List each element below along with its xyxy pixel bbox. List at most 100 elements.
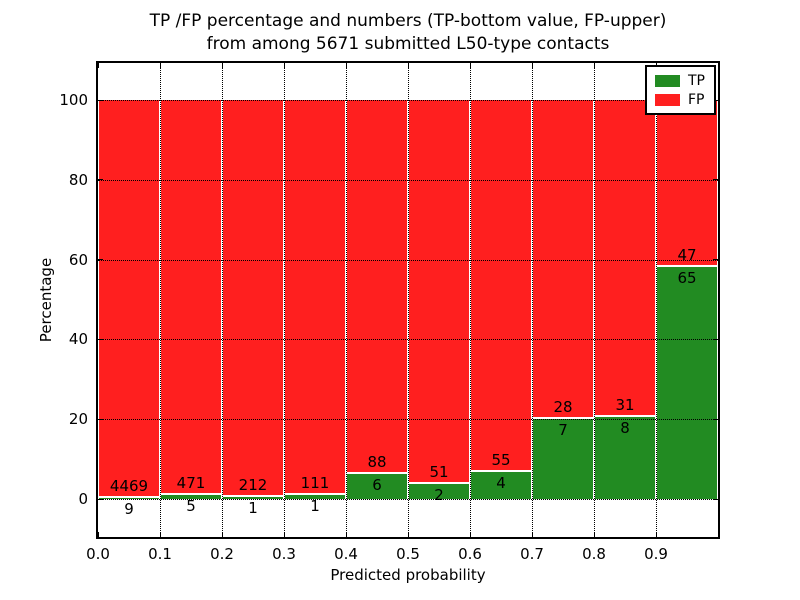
fp-count-label: 111 <box>300 474 330 493</box>
x-tick-mark <box>407 532 409 537</box>
bar-segment-fp <box>657 100 717 266</box>
tp-count-label: 6 <box>372 475 382 494</box>
y-tick-mark <box>98 498 103 500</box>
gridline-horizontal <box>98 259 718 261</box>
fp-count-label: 55 <box>491 450 511 469</box>
x-tick-mark <box>221 532 223 537</box>
plot-area: 4469 9 471 5 212 1 111 1 88 6 51 2 55 4 28 7 31 8 47 65 <box>96 61 720 539</box>
bar-segment-tp <box>409 483 469 499</box>
bar-segment-tp <box>161 494 221 499</box>
gridline-vertical <box>345 63 347 537</box>
fp-count-label: 51 <box>429 462 449 481</box>
y-tick-mark <box>713 179 718 181</box>
bar-segment-tp <box>285 495 345 499</box>
bar-segment-fp <box>471 100 531 470</box>
y-tick-label: 0 <box>78 490 88 508</box>
tp-count-label: 65 <box>677 269 697 288</box>
x-tick-mark <box>345 532 347 537</box>
y-tick-label: 80 <box>68 170 88 189</box>
tp-count-label: 1 <box>310 497 320 516</box>
legend-swatch-tp <box>655 74 680 87</box>
gridline-vertical <box>159 63 161 537</box>
x-tick-mark <box>159 532 161 537</box>
tp-count-label: 2 <box>434 485 444 504</box>
fp-count-label: 471 <box>176 473 206 492</box>
chart-title-line1: TP /FP percentage and numbers (TP-bottom… <box>149 11 667 31</box>
x-tick-mark <box>469 532 471 537</box>
gridline-vertical <box>283 63 285 537</box>
x-tick-label: 0.1 <box>148 545 172 563</box>
chart-title-line2: from among 5671 submitted L50-type conta… <box>206 34 610 54</box>
bar-segment-tp <box>347 473 407 499</box>
y-tick-label: 20 <box>68 410 88 429</box>
gridline-horizontal <box>98 419 718 421</box>
x-tick-mark <box>469 63 471 68</box>
chart-title: TP /FP percentage and numbers (TP-bottom… <box>96 10 720 56</box>
x-tick-mark <box>531 532 533 537</box>
bar-segment-fp <box>161 100 221 493</box>
bar-segment-tp <box>99 498 159 499</box>
gridline-horizontal <box>98 100 718 101</box>
gridline-vertical <box>593 63 595 537</box>
bar-segment-fp <box>595 100 655 416</box>
y-tick-mark <box>98 99 103 101</box>
bar-segment-fp <box>223 100 283 496</box>
gridline-horizontal <box>98 339 718 341</box>
gridline-vertical <box>655 63 657 537</box>
y-tick-label: 100 <box>59 91 88 109</box>
legend-item-tp: TP <box>655 71 705 90</box>
gridline-vertical <box>531 63 533 537</box>
x-tick-label: 0.7 <box>520 545 544 563</box>
fp-count-label: 47 <box>677 246 697 265</box>
bar-segment-tp <box>533 419 593 499</box>
x-tick-mark <box>98 63 99 68</box>
gridline-horizontal <box>98 499 718 500</box>
y-tick-label: 40 <box>68 330 88 349</box>
gridline-vertical <box>469 63 471 537</box>
x-tick-label: 0.6 <box>458 545 482 563</box>
x-tick-label: 0.5 <box>396 545 420 563</box>
fp-count-label: 4469 <box>109 477 149 495</box>
y-tick-mark <box>713 338 718 340</box>
gridline-vertical <box>221 63 223 537</box>
tp-count-label: 5 <box>186 496 196 515</box>
x-tick-mark <box>655 532 657 537</box>
x-tick-mark <box>717 63 718 68</box>
bar-segment-fp <box>285 100 345 494</box>
y-tick-mark <box>713 418 718 420</box>
bar-segment-fp <box>99 100 159 496</box>
legend-label: FP <box>688 91 705 108</box>
tp-count-label: 1 <box>248 499 258 518</box>
x-tick-mark <box>98 532 99 537</box>
x-tick-label: 0.9 <box>644 545 668 563</box>
bar-segment-fp <box>533 100 593 418</box>
y-tick-mark <box>98 338 103 340</box>
y-tick-mark <box>713 498 718 500</box>
tp-count-label: 4 <box>496 473 506 492</box>
x-tick-mark <box>159 63 161 68</box>
fp-count-label: 31 <box>615 396 635 415</box>
y-tick-mark <box>98 418 103 420</box>
bar-segment-tp <box>223 497 283 499</box>
x-tick-label: 0.4 <box>334 545 358 563</box>
legend: TP FP <box>645 65 716 115</box>
fp-count-label: 88 <box>367 452 387 471</box>
x-axis-label: Predicted probability <box>330 566 486 584</box>
fp-count-label: 28 <box>553 398 573 417</box>
legend-label: TP <box>688 72 705 89</box>
y-tick-label: 60 <box>68 250 88 269</box>
x-tick-mark <box>593 63 595 68</box>
bar-segment-fp <box>347 100 407 472</box>
x-tick-mark <box>283 63 285 68</box>
gridline-vertical <box>407 63 409 537</box>
legend-swatch-fp <box>655 93 680 106</box>
tp-count-label: 9 <box>124 500 134 518</box>
x-tick-label: 0.0 <box>86 545 110 563</box>
y-tick-mark <box>98 179 103 181</box>
y-tick-mark <box>98 259 103 261</box>
fp-count-label: 212 <box>238 476 268 495</box>
gridline-horizontal <box>98 179 718 181</box>
bar-segment-tp <box>657 267 717 499</box>
bar-segment-tp <box>595 417 655 499</box>
tp-count-label: 7 <box>558 421 568 440</box>
